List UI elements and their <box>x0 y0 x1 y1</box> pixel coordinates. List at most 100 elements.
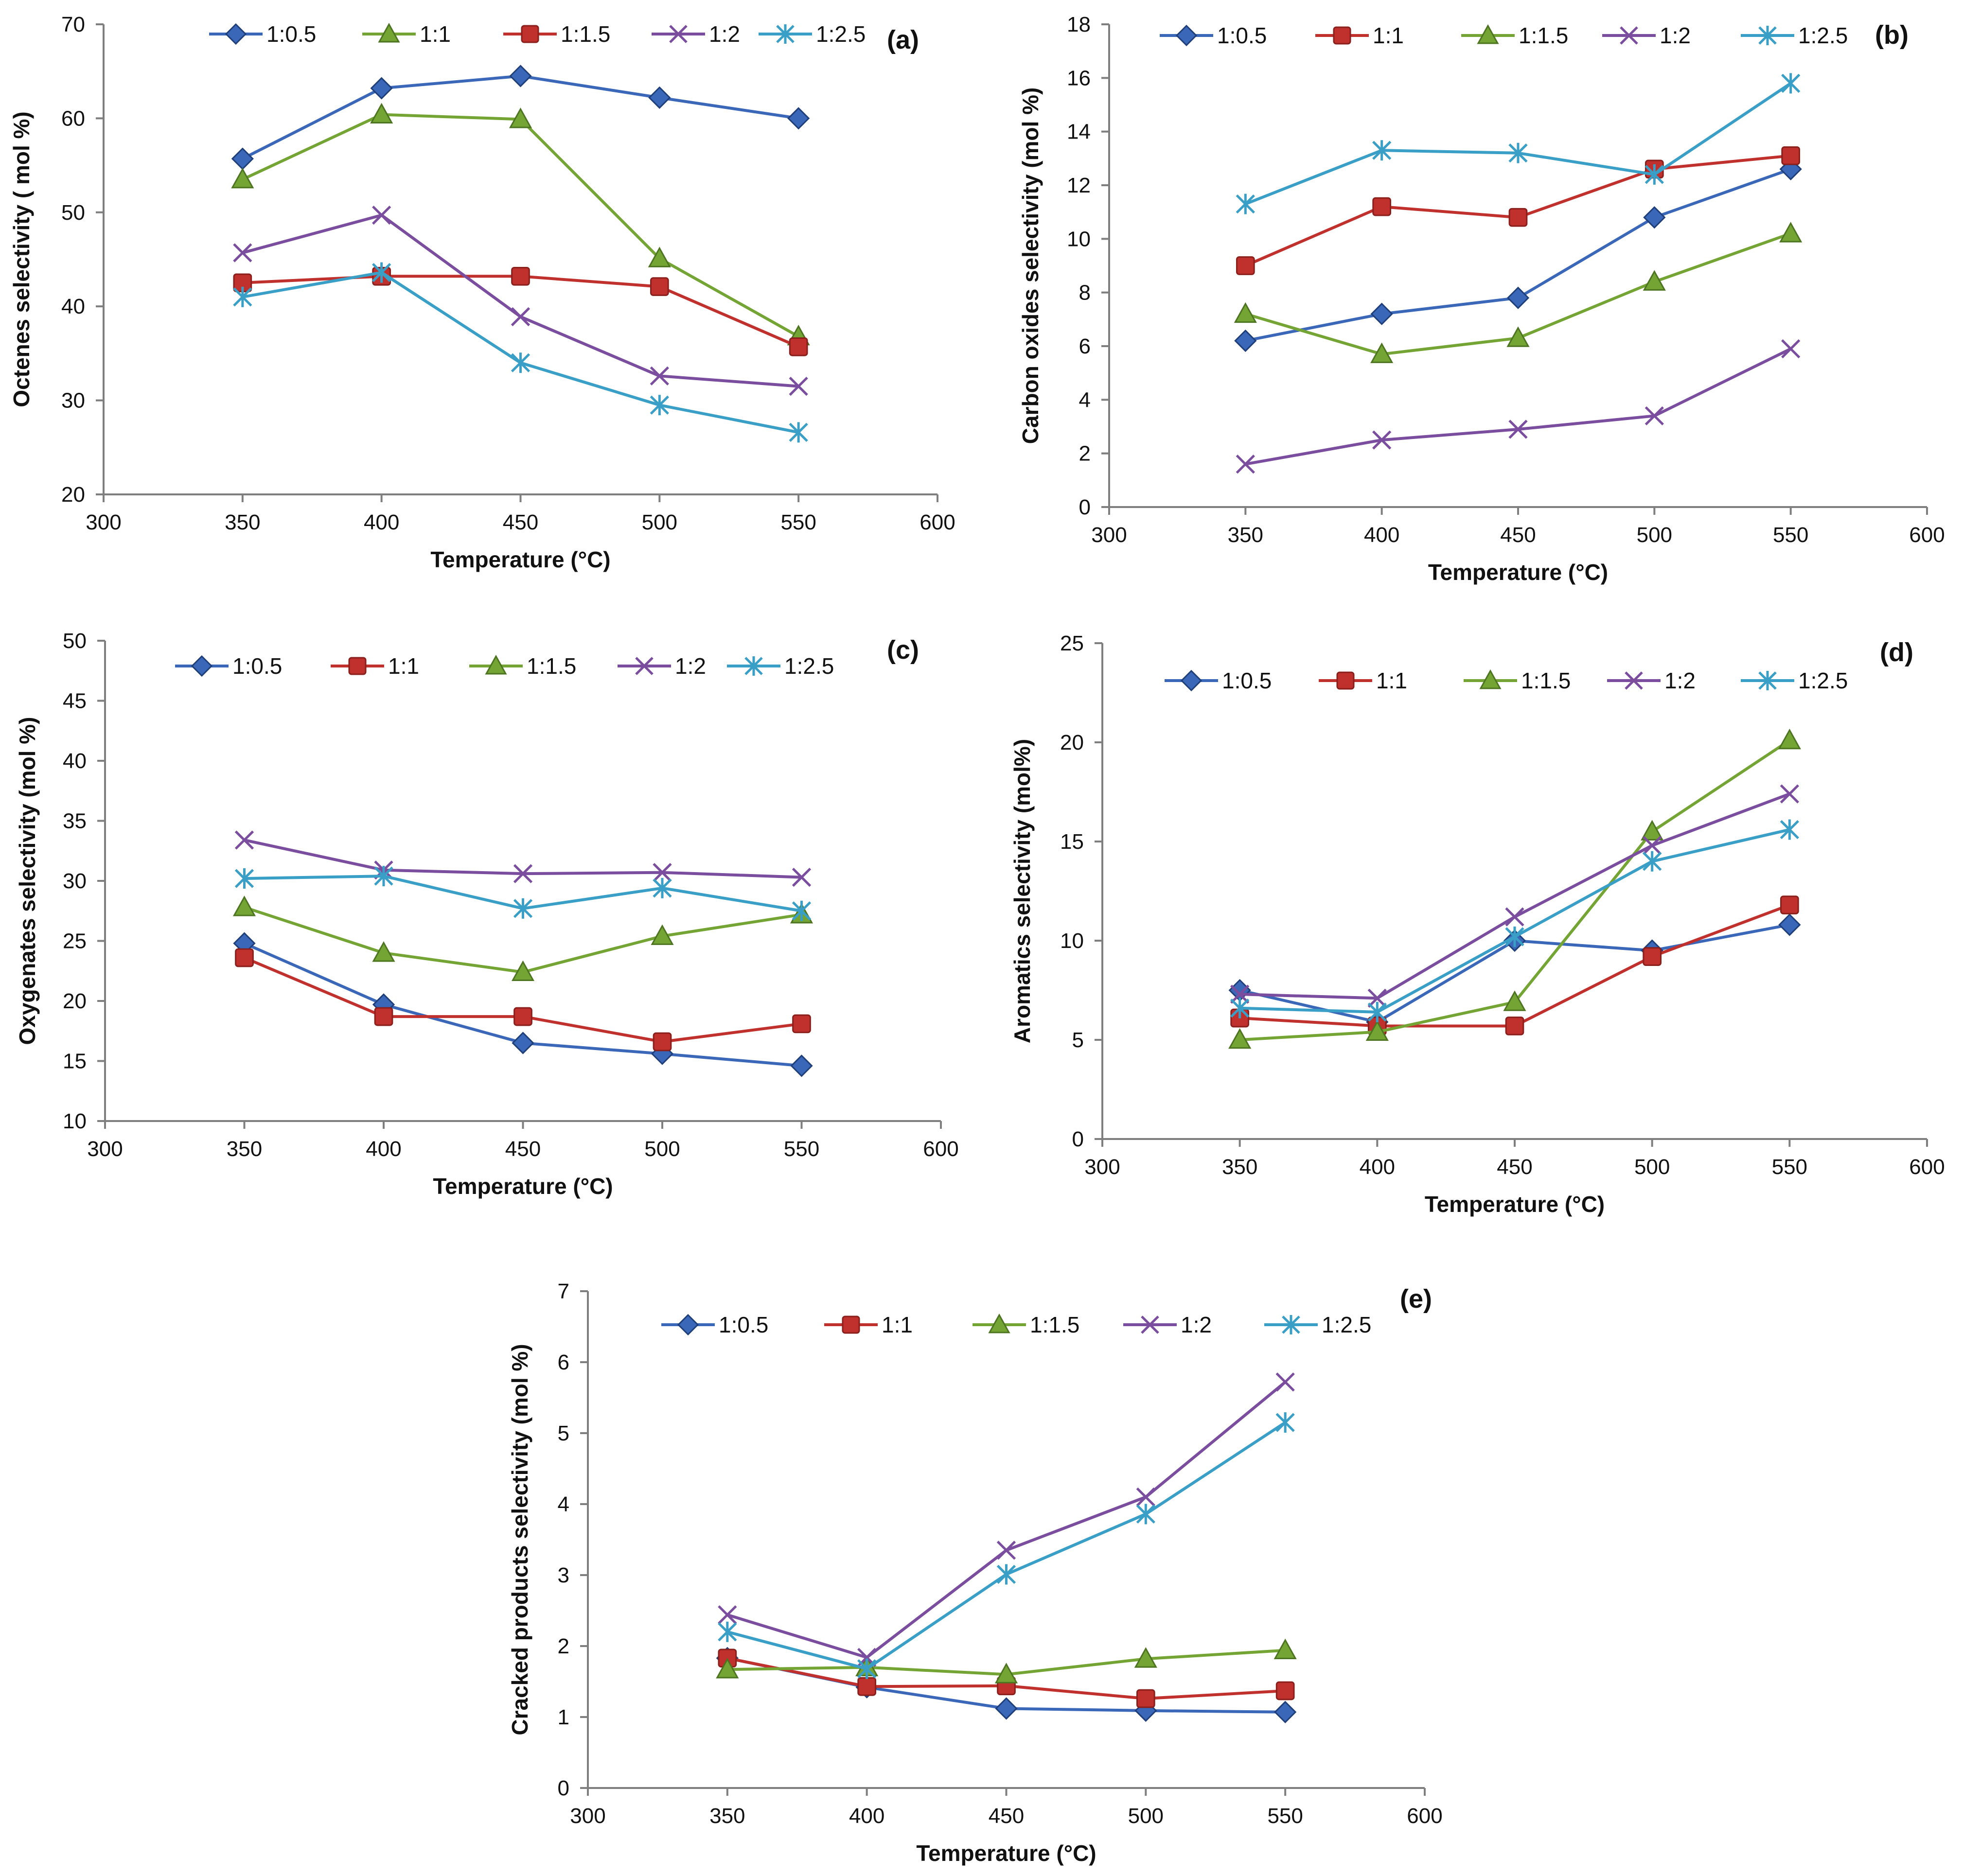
legend: 1:0.5 1:1 1:1.5 1:2 1:2.5 <box>661 1312 1371 1337</box>
legend-item: 1:2 <box>1607 668 1696 693</box>
legend-marker <box>1333 26 1351 45</box>
data-point <box>1234 329 1257 352</box>
y-tick-label: 20 <box>1060 731 1084 754</box>
data-point <box>231 147 254 170</box>
x-axis-title: Temperature (°C) <box>916 1841 1096 1866</box>
series-1-2 <box>233 205 808 396</box>
series-1-1-5 <box>1234 222 1803 363</box>
y-tick-label: 1 <box>558 1705 569 1729</box>
data-point <box>1779 222 1803 243</box>
chart-panel-a: 300 350 400 450 500 550 600 20 30 40 50 60 70 Tempera… <box>9 13 955 572</box>
y-tick-label: 40 <box>63 749 87 773</box>
legend-label: 1:2 <box>709 21 740 47</box>
series-1-1-5 <box>1228 728 1801 1049</box>
data-point <box>231 168 254 189</box>
x-tick-label: 500 <box>642 510 677 534</box>
y-tick-label: 0 <box>1079 495 1091 519</box>
legend: 1:0.5 1:1 1:1.5 1:2 1:2.5 <box>1160 23 1848 48</box>
data-point <box>370 77 393 100</box>
data-point <box>374 866 393 887</box>
x-axis-title: Temperature (°C) <box>1425 1192 1605 1217</box>
x-tick-label: 500 <box>1637 523 1672 547</box>
series-line <box>242 113 799 338</box>
data-point <box>1508 420 1528 439</box>
data-point <box>1780 819 1799 840</box>
data-point <box>996 1564 1016 1585</box>
data-point <box>789 376 808 396</box>
legend-item: 1:2 <box>1123 1312 1212 1337</box>
x-tick-label: 450 <box>1500 523 1536 547</box>
legend: 1:0.5 1:1 1:1.5 1:2 1:2.5 <box>209 21 866 47</box>
legend-item: 1:2.5 <box>759 21 866 47</box>
x-tick-label: 500 <box>1128 1804 1164 1828</box>
legend-label: 1:1.5 <box>1521 668 1571 693</box>
data-point <box>1367 1001 1387 1022</box>
x-tick-label: 350 <box>227 1137 262 1161</box>
panel-label: (a) <box>887 25 919 54</box>
x-tick-label: 400 <box>849 1804 884 1828</box>
y-tick-label: 50 <box>63 629 87 653</box>
legend-item: 1:0.5 <box>175 653 282 679</box>
legend-marker <box>669 25 688 43</box>
data-point <box>1781 146 1801 165</box>
legend-item: 1:2.5 <box>1741 668 1848 693</box>
series-1-1-5 <box>233 266 808 356</box>
data-point <box>1230 984 1250 1004</box>
x-tick-label: 450 <box>1497 1155 1532 1179</box>
legend-label: 1:1.5 <box>1519 23 1568 48</box>
data-point <box>1372 197 1392 216</box>
x-tick-label: 300 <box>1091 523 1127 547</box>
data-point <box>1505 1017 1524 1035</box>
x-tick-label: 300 <box>86 510 121 534</box>
legend-item: 1:1.5 <box>973 1312 1079 1337</box>
y-tick-label: 5 <box>1072 1028 1084 1052</box>
data-point <box>1236 193 1255 214</box>
series-line <box>726 1381 1287 1659</box>
legend-marker <box>635 657 654 675</box>
x-tick-label: 450 <box>503 510 538 534</box>
legend-marker <box>744 656 763 676</box>
legend-label: 1:0.5 <box>266 21 316 47</box>
chart-panel-d: 300 350 400 450 500 550 600 0 5 10 15 20 25 Temperatu… <box>1009 631 1945 1217</box>
data-point <box>1505 926 1524 947</box>
y-tick-label: 2 <box>1079 442 1091 466</box>
data-point <box>1778 913 1801 936</box>
series-line <box>1239 828 1790 1014</box>
y-tick-label: 70 <box>61 13 85 36</box>
legend-label: 1:0.5 <box>1217 23 1267 48</box>
legend-item: 1:2.5 <box>727 653 834 679</box>
legend-label: 1:1.5 <box>527 653 576 679</box>
legend-label: 1:2 <box>1664 668 1696 693</box>
series-1-2 <box>1236 339 1801 474</box>
x-axis-title: Temperature (°C) <box>433 1174 613 1199</box>
legend-marker <box>1180 669 1203 692</box>
data-point <box>511 307 531 327</box>
data-point <box>234 830 254 850</box>
data-point <box>1370 302 1393 325</box>
y-tick-label: 12 <box>1067 174 1091 197</box>
series-1-1 <box>231 103 810 346</box>
legend-label: 1:1 <box>1373 23 1404 48</box>
series-1-1-5 <box>232 895 813 982</box>
legend-label: 1:2.5 <box>1798 668 1848 693</box>
data-point <box>374 1007 393 1026</box>
y-axis-title: Carbon oxides selectivity (mol %) <box>1018 88 1043 444</box>
legend-item: 1:1 <box>331 653 419 679</box>
y-tick-label: 50 <box>61 201 85 225</box>
data-point <box>1643 836 1662 855</box>
series-1-2-5 <box>1230 819 1799 1022</box>
x-tick-label: 450 <box>989 1804 1024 1828</box>
data-point <box>233 243 252 263</box>
data-point <box>1645 406 1664 426</box>
data-point <box>789 337 808 356</box>
data-point <box>372 262 391 283</box>
x-tick-label: 400 <box>1360 1155 1395 1179</box>
series-1-2 <box>718 1372 1295 1667</box>
legend-label: 1:2 <box>1181 1312 1212 1337</box>
y-axis-title: Aromatics selectivity (mol%) <box>1009 739 1035 1043</box>
y-tick-label: 30 <box>61 389 85 413</box>
legend-marker <box>842 1315 860 1334</box>
panel-label: (b) <box>1875 20 1909 50</box>
x-tick-label: 300 <box>87 1137 123 1161</box>
data-point <box>1643 206 1666 229</box>
